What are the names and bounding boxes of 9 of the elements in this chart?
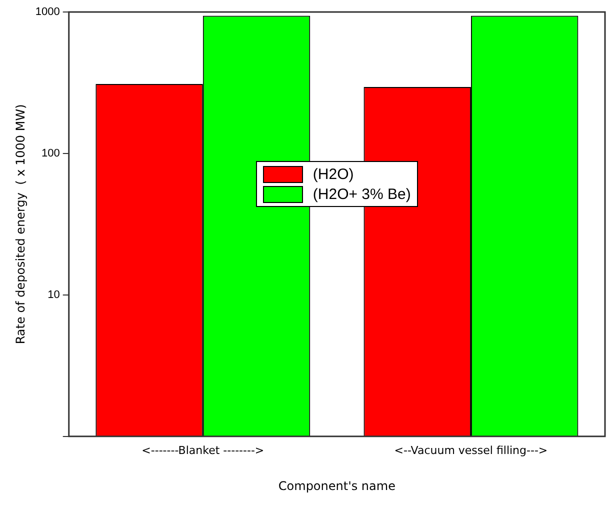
y-tick-label: 100 <box>42 148 60 160</box>
x-tick-label: <-------Blanket --------> <box>142 444 264 457</box>
y-tick-label: 10 <box>48 288 60 301</box>
x-axis-title: Component's name <box>278 478 396 493</box>
y-axis-title: Rate of deposited energy ( x 1000 MW) <box>13 104 28 344</box>
x-tick-label: <--Vacuum vessel filling---> <box>394 444 548 457</box>
legend-label: (H2O) <box>312 166 354 183</box>
series-label: (H2O+ 3% Be) <box>312 186 411 203</box>
y-tick-label: 1000 <box>35 6 60 18</box>
